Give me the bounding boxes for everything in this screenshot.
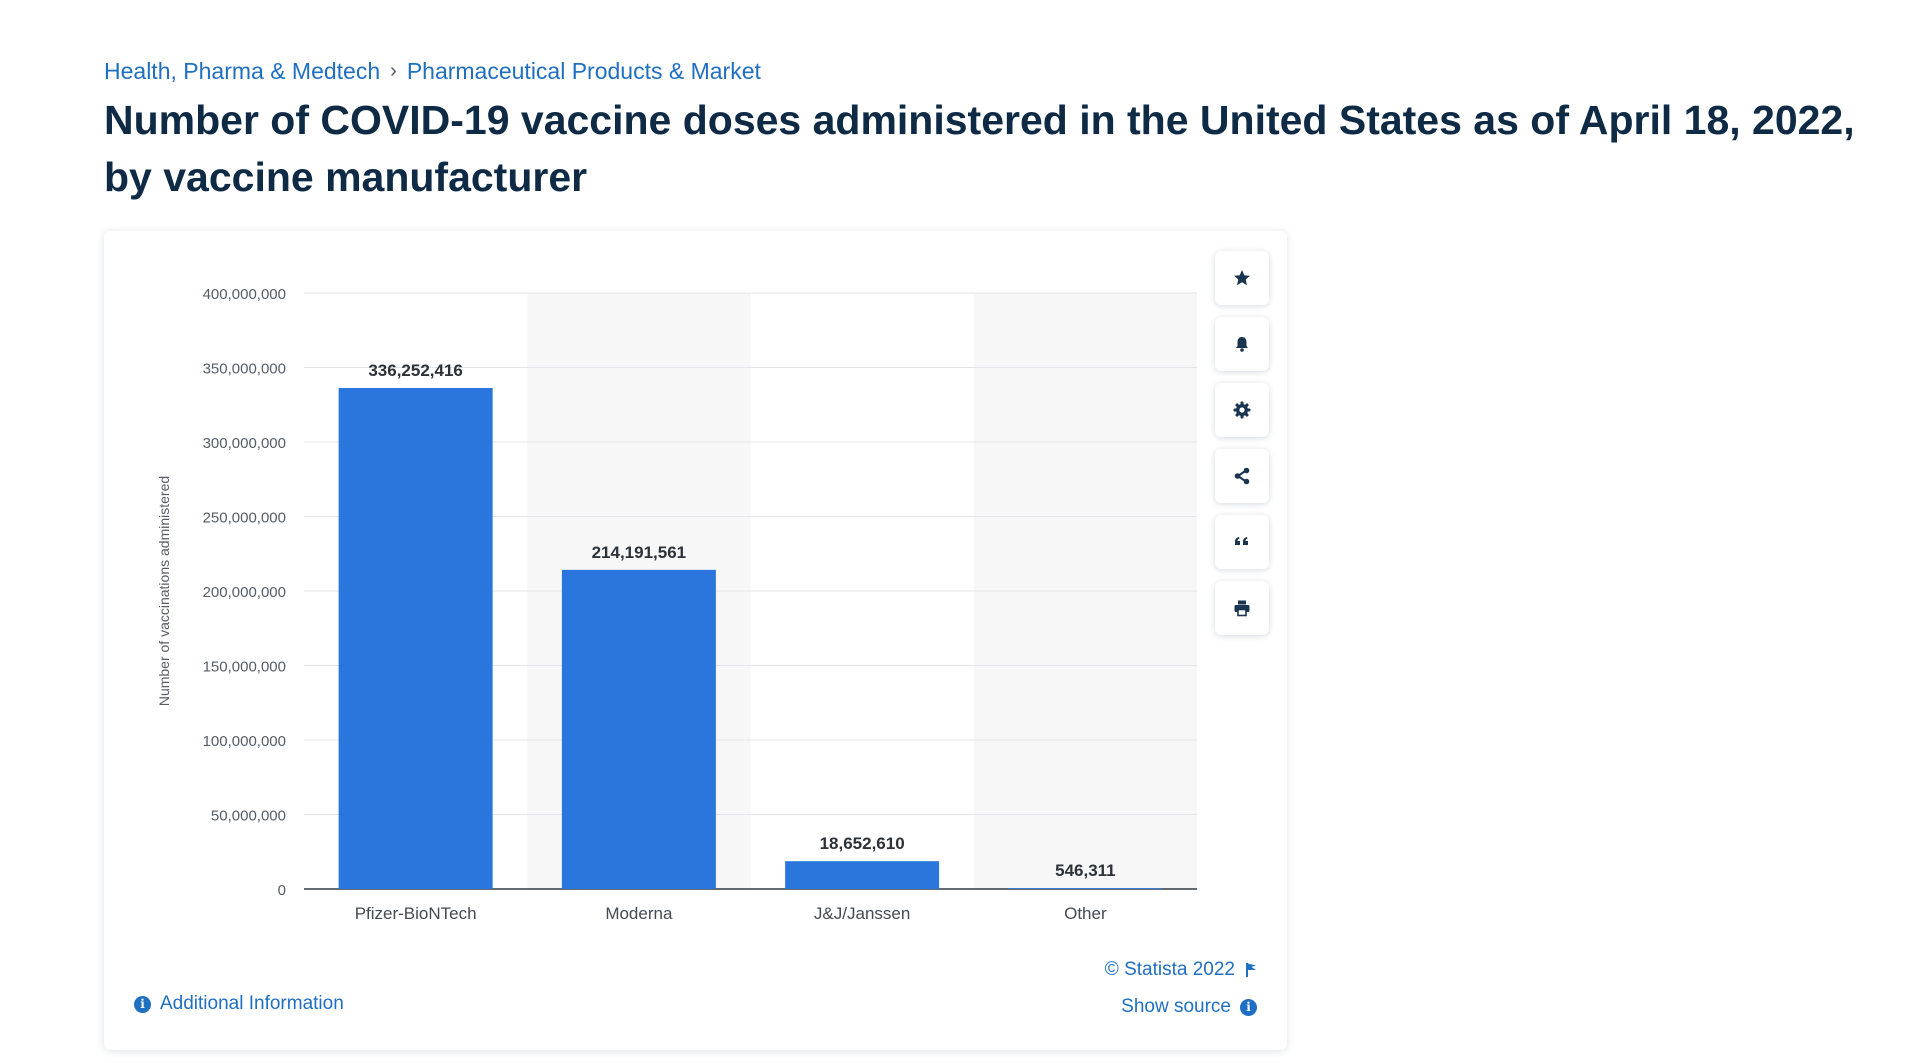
bar-value-label: 18,652,610 — [820, 834, 905, 853]
y-tick-label: 350,000,000 — [203, 361, 286, 378]
breadcrumb: Health, Pharma & Medtech › Pharmaceutica… — [104, 58, 761, 85]
quote-icon — [1235, 537, 1248, 545]
bar-value-label: 214,191,561 — [592, 543, 687, 562]
additional-information-link[interactable]: i Additional Information — [134, 993, 344, 1015]
show-source-label: Show source — [1121, 996, 1231, 1017]
chart-toolbar — [1215, 251, 1269, 635]
info-icon: i — [1240, 998, 1257, 1016]
page-title: Number of COVID-19 vaccine doses adminis… — [104, 97, 1855, 200]
y-tick-label: 0 — [278, 882, 286, 899]
info-icon: i — [134, 995, 151, 1013]
copyright-label: © Statista 2022 — [1104, 959, 1235, 980]
star-icon — [1234, 270, 1250, 286]
additional-information-label: Additional Information — [160, 993, 344, 1014]
notification-button[interactable] — [1215, 317, 1269, 371]
bar-chart: 0 50,000,000 100,000,000 150,000,000 200,000… — [156, 286, 1197, 923]
flag-icon — [1246, 963, 1256, 977]
y-tick-label: 50,000,000 — [211, 808, 286, 825]
bar — [785, 861, 940, 889]
print-button[interactable] — [1215, 581, 1269, 635]
chart-card: 0 50,000,000 100,000,000 150,000,000 200,000… — [104, 231, 1287, 1050]
y-tick-label: 100,000,000 — [203, 733, 286, 750]
print-icon — [1234, 600, 1250, 617]
share-icon — [1234, 467, 1250, 485]
y-tick-label: 200,000,000 — [203, 584, 286, 601]
y-tick-label: 300,000,000 — [203, 435, 286, 452]
cite-button[interactable] — [1215, 515, 1269, 569]
x-tick-label: J&J/Janssen — [814, 904, 910, 923]
bell-icon — [1236, 337, 1248, 352]
y-tick-label: 250,000,000 — [203, 510, 286, 527]
x-tick-label: Moderna — [605, 904, 673, 923]
y-tick-label: 150,000,000 — [203, 659, 286, 676]
bar — [1008, 888, 1163, 889]
bar-value-label: 546,311 — [1055, 861, 1116, 880]
breadcrumb-item-pharma[interactable]: Pharmaceutical Products & Market — [406, 58, 761, 84]
favorite-button[interactable] — [1215, 251, 1269, 305]
settings-button[interactable] — [1215, 383, 1269, 437]
breadcrumb-separator: › — [390, 60, 397, 82]
bar-value-label: 336,252,416 — [368, 361, 463, 380]
y-tick-label: 400,000,000 — [203, 286, 286, 303]
y-axis-title: Number of vaccinations administered — [156, 476, 172, 706]
share-button[interactable] — [1215, 449, 1269, 503]
bar — [561, 569, 716, 889]
breadcrumb-item-health[interactable]: Health, Pharma & Medtech — [104, 58, 381, 84]
x-tick-label: Other — [1064, 904, 1107, 923]
bar — [338, 387, 493, 889]
x-tick-label: Pfizer-BioNTech — [355, 904, 477, 923]
show-source-link[interactable]: Show source i — [1121, 996, 1257, 1018]
statista-copyright[interactable]: © Statista 2022 — [1105, 959, 1257, 981]
gear-icon — [1233, 401, 1251, 419]
